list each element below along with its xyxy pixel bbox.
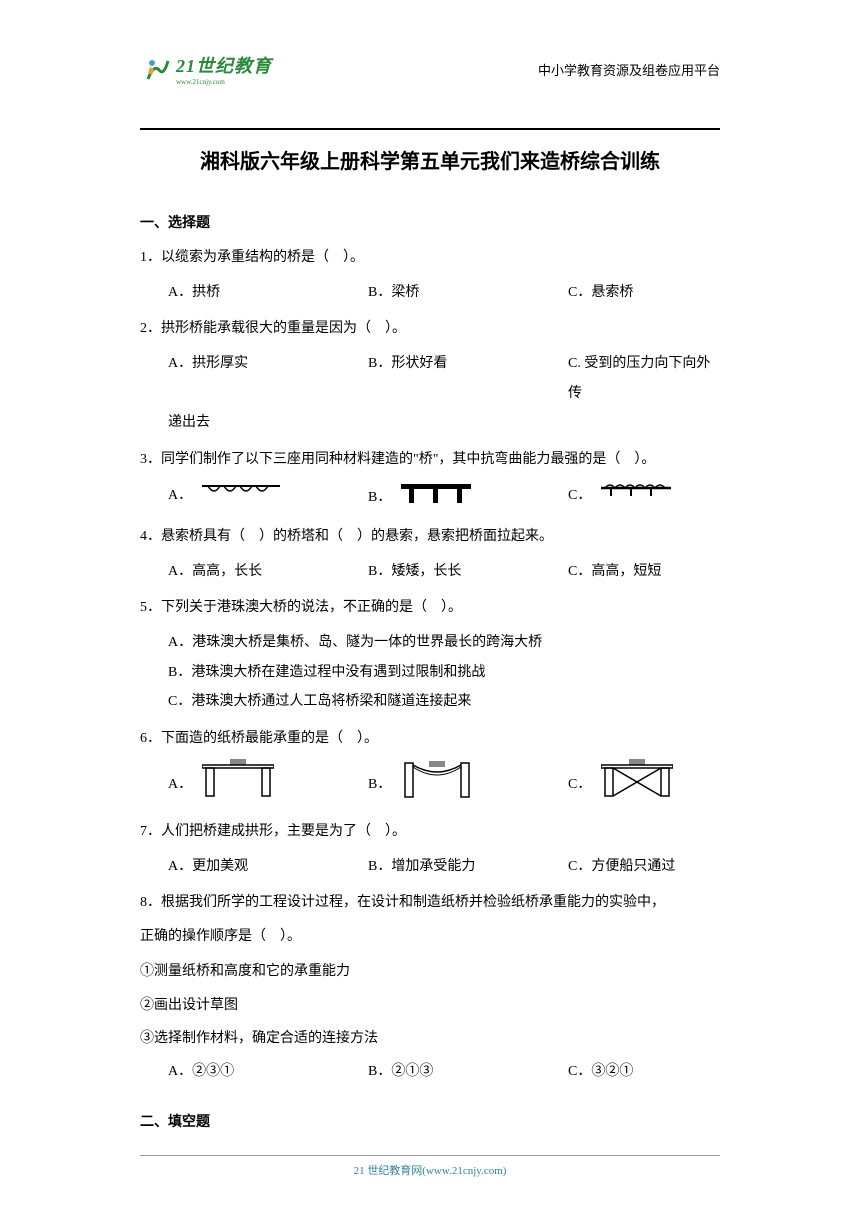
q8-text: 8．根据我们所学的工程设计过程，在设计和制造纸桥并检验纸桥承重能力的实验中， xyxy=(140,889,720,917)
footer: 21 世纪教育网(www.21cnjy.com) xyxy=(0,1155,860,1178)
bridge-cable-icon xyxy=(401,759,473,810)
q7-opt-b: B．增加承受能力 xyxy=(368,852,568,881)
q7-text: 7．人们把桥建成拱形，主要是为了（ ）。 xyxy=(140,818,720,846)
q8-text2: 正确的操作顺序是（ ）。 xyxy=(140,923,720,951)
q5-opt-c: C．港珠澳大桥通过人工岛将桥梁和隧道连接起来 xyxy=(168,687,720,716)
header-divider xyxy=(140,128,720,130)
section-2-title: 二、填空题 xyxy=(140,1111,720,1131)
logo-text-block: 21世纪教育 www.21cnjy.com xyxy=(176,52,272,86)
q6-opt-c: C． xyxy=(568,759,720,810)
q6-text: 6．下面造的纸桥最能承重的是（ ）。 xyxy=(140,725,720,753)
bridge-arch-icon xyxy=(202,480,280,511)
footer-text: 21 世纪教育网(www.21cnjy.com) xyxy=(0,1162,860,1178)
q2-opt-c-cont: 递出去 xyxy=(168,408,720,437)
q4-opt-b: B．矮矮，长长 xyxy=(368,557,568,586)
q3-opt-b: B． xyxy=(368,480,568,515)
q6-b-label: B． xyxy=(368,776,391,791)
q8-options: A．②③① B．②①③ C．③②① xyxy=(140,1057,720,1086)
q5-opt-a: A．港珠澳大桥是集桥、岛、隧为一体的世界最长的跨海大桥 xyxy=(168,628,720,657)
logo: 21世纪教育 www.21cnjy.com xyxy=(140,52,272,86)
q4-opt-a: A．高高，长长 xyxy=(168,557,368,586)
q1-opt-b: B．梁桥 xyxy=(368,278,568,307)
q5-text: 5．下列关于港珠澳大桥的说法，不正确的是（ ）。 xyxy=(140,594,720,622)
q3-c-label: C． xyxy=(568,487,591,502)
bridge-beam-icon xyxy=(401,480,471,515)
q2-opt-b: B．形状好看 xyxy=(368,349,568,408)
q6-opt-b: B． xyxy=(368,759,568,810)
bridge-flat-icon xyxy=(202,759,274,810)
q1-opt-c: C．悬索桥 xyxy=(568,278,720,307)
q2-opt-a: A．拱形厚实 xyxy=(168,349,368,408)
q3-b-label: B． xyxy=(368,489,391,504)
q4-text: 4．悬索桥具有（ ）的桥塔和（ ）的悬索，悬索把桥面拉起来。 xyxy=(140,523,720,551)
header: 21世纪教育 www.21cnjy.com 中小学教育资源及组卷应用平台 xyxy=(140,52,720,86)
q7-opt-c: C．方便船只通过 xyxy=(568,852,720,881)
q3-options: A． B． C． xyxy=(140,480,720,515)
bridge-arch2-icon xyxy=(601,480,671,511)
q6-c-label: C． xyxy=(568,776,591,791)
section-1-title: 一、选择题 xyxy=(140,212,720,232)
q1-text: 1．以缆索为承重结构的桥是（ ）。 xyxy=(140,244,720,272)
q8-opt-c: C．③②① xyxy=(568,1057,720,1086)
logo-icon xyxy=(140,53,172,85)
q4-opt-c: C．高高，短短 xyxy=(568,557,720,586)
q6-opt-a: A． xyxy=(168,759,368,810)
q1-options: A．拱桥 B．梁桥 C．悬索桥 xyxy=(140,278,720,307)
q8-step1: ①测量纸桥和高度和它的承重能力 xyxy=(140,957,720,986)
header-right-text: 中小学教育资源及组卷应用平台 xyxy=(538,60,720,79)
q2-opt-c: C. 受到的压力向下向外传 xyxy=(568,349,720,408)
q6-options: A． B． C． xyxy=(140,759,720,810)
q3-opt-a: A． xyxy=(168,480,368,515)
logo-sub: www.21cnjy.com xyxy=(176,78,272,86)
q2-text: 2．拱形桥能承载很大的重量是因为（ ）。 xyxy=(140,315,720,343)
q8-opt-b: B．②①③ xyxy=(368,1057,568,1086)
q3-a-label: A． xyxy=(168,487,192,502)
q5-opt-b: B．港珠澳大桥在建造过程中没有遇到过限制和挑战 xyxy=(168,658,720,687)
bridge-truss-icon xyxy=(601,759,673,810)
q7-opt-a: A．更加美观 xyxy=(168,852,368,881)
q5-options: A．港珠澳大桥是集桥、岛、隧为一体的世界最长的跨海大桥 B．港珠澳大桥在建造过程… xyxy=(140,628,720,716)
content: 湘科版六年级上册科学第五单元我们来造桥综合训练 一、选择题 1．以缆索为承重结构… xyxy=(140,145,720,1143)
q8-opt-a: A．②③① xyxy=(168,1057,368,1086)
logo-main: 21世纪教育 xyxy=(176,52,272,78)
q4-options: A．高高，长长 B．矮矮，长长 C．高高，短短 xyxy=(140,557,720,586)
footer-divider xyxy=(140,1155,720,1156)
q1-opt-a: A．拱桥 xyxy=(168,278,368,307)
q8-step2: ②画出设计草图 xyxy=(140,991,720,1020)
q3-opt-c: C． xyxy=(568,480,720,515)
q2-options: A．拱形厚实 B．形状好看 C. 受到的压力向下向外传 递出去 xyxy=(140,349,720,437)
q7-options: A．更加美观 B．增加承受能力 C．方便船只通过 xyxy=(140,852,720,881)
q6-a-label: A． xyxy=(168,776,192,791)
q8-step3: ③选择制作材料，确定合适的连接方法 xyxy=(140,1024,720,1053)
page-title: 湘科版六年级上册科学第五单元我们来造桥综合训练 xyxy=(140,145,720,174)
q3-text: 3．同学们制作了以下三座用同种材料建造的"桥"，其中抗弯曲能力最强的是（ ）。 xyxy=(140,446,720,474)
